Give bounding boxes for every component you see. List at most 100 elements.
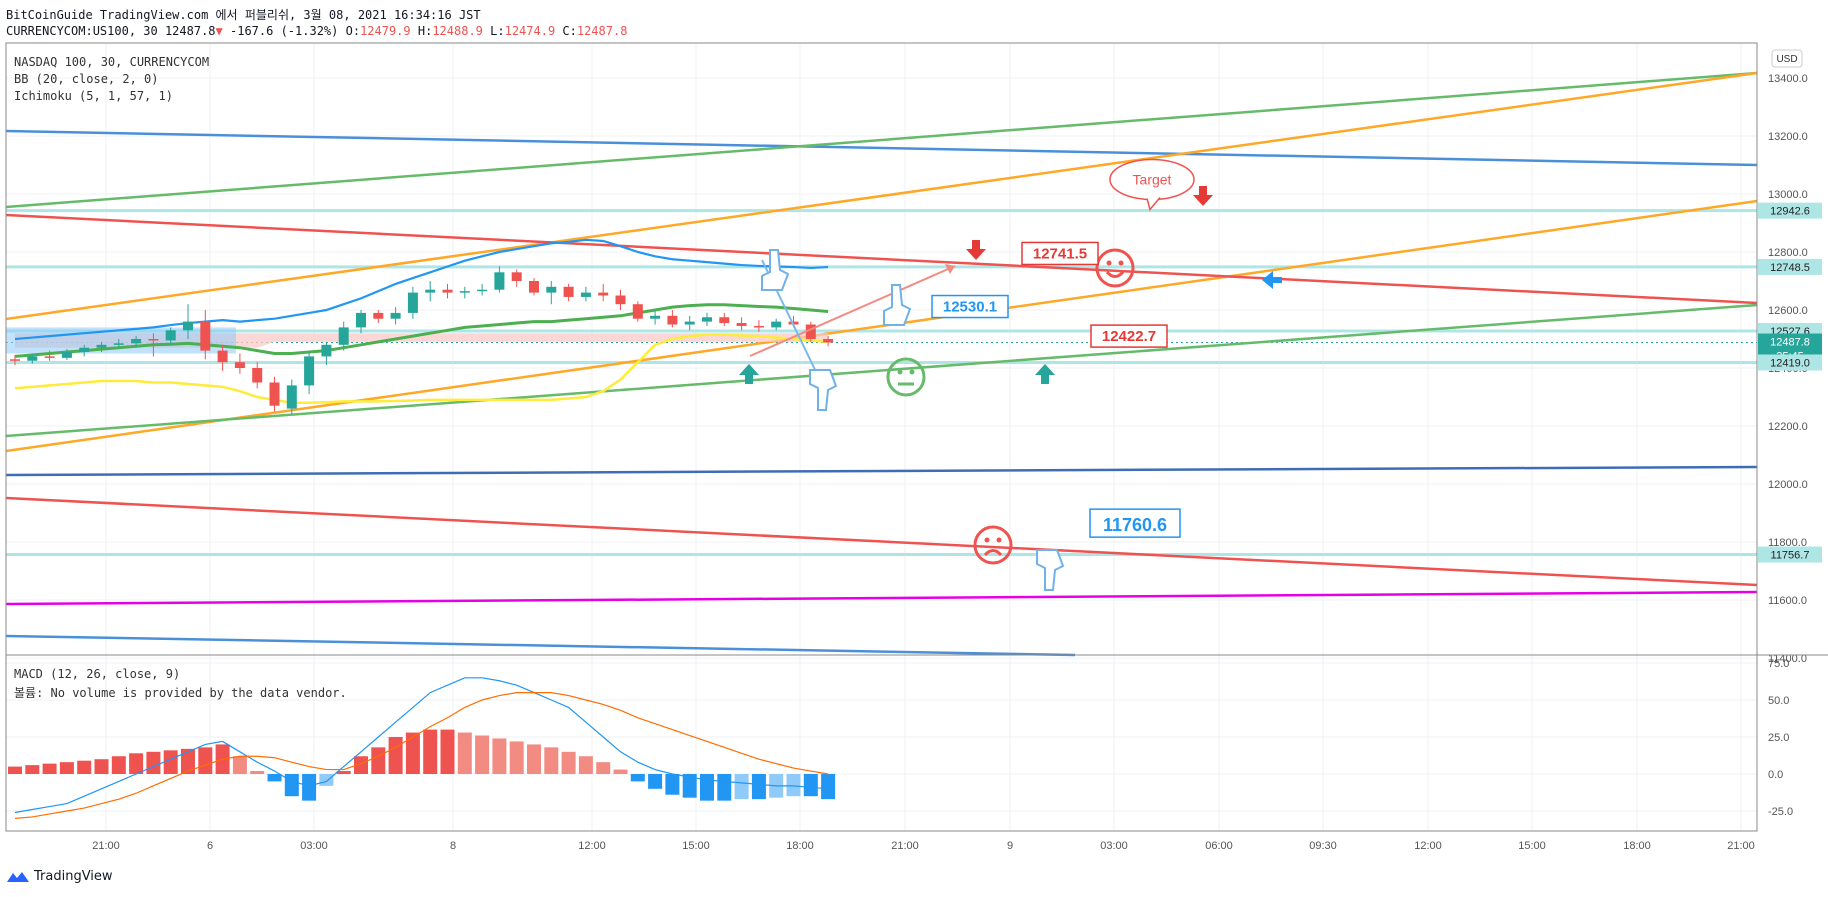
time-axis: 21:00 6 03:00 8 12:00 15:00 18:00 21:00 9 03:00 06…	[92, 840, 1755, 852]
arrow-up-icon	[739, 364, 759, 384]
pointing-hand-icon	[809, 369, 838, 411]
trend-line	[5, 634, 1076, 657]
candle-body	[252, 368, 263, 383]
price-tick-label: 13000.0	[1768, 189, 1808, 201]
time-tick-label: 21:00	[92, 840, 120, 852]
candle-body	[580, 292, 591, 297]
legend-ichimoku[interactable]: Ichimoku (5, 1, 57, 1)	[14, 89, 173, 103]
trend-line	[5, 199, 1758, 453]
macd-histogram-bar	[527, 744, 541, 774]
trend-lines	[5, 71, 1758, 657]
candle-body	[373, 312, 384, 319]
emoji-eye	[984, 537, 990, 543]
callout-box	[1090, 324, 1168, 348]
macd-histogram-bar	[475, 735, 490, 774]
signal-line	[14, 691, 829, 819]
macd-histogram-bar	[665, 774, 680, 795]
time-tick-label: 09:30	[1309, 840, 1337, 852]
macd-histogram-bar	[198, 747, 213, 774]
bb_upper-line	[14, 238, 829, 341]
macd-histogram-bar	[163, 750, 178, 774]
candle-body	[805, 324, 816, 339]
last-price: 12487.8	[164, 24, 216, 38]
time-tick-label: 8	[450, 840, 456, 852]
close-label: C:	[562, 24, 577, 38]
candle-body	[79, 347, 90, 353]
time-tick-label: 03:00	[1100, 840, 1128, 852]
price-tick-label: 11400.0	[1768, 653, 1807, 665]
price-label-tag	[1758, 202, 1822, 219]
macd-histogram-bar	[59, 762, 74, 774]
candle-body	[511, 272, 522, 281]
macd-histogram-bar	[613, 769, 628, 774]
price-label-tag	[1758, 258, 1822, 275]
time-tick-label: 21:00	[1727, 840, 1755, 852]
price-axis: 13400.013200.013000.012800.012600.012400…	[1757, 43, 1828, 831]
price-tick-label: 13400.0	[1768, 73, 1808, 85]
macd-histogram-bar	[821, 774, 836, 800]
macd-histogram-bar	[77, 760, 92, 774]
legend-volume-note: 볼륨: No volume is provided by the data ve…	[14, 686, 347, 700]
price-label-text: 12748.5	[1770, 262, 1810, 274]
arrow-down-icon	[966, 240, 986, 260]
arrow-up-icon	[1035, 364, 1055, 384]
conversion-line	[14, 333, 829, 405]
macd-histogram-bar	[181, 748, 195, 774]
candle-body	[217, 350, 228, 363]
emoji-face-icon	[973, 525, 1013, 565]
trend-line	[5, 465, 1758, 477]
pointing-hand-icon	[883, 284, 912, 326]
macd-histogram-bar	[354, 756, 368, 774]
time-tick-label: 21:00	[891, 840, 919, 852]
price-annotation[interactable]: 12530.1	[931, 294, 1009, 319]
emoji-eye	[1106, 260, 1112, 266]
time-tick-label: 12:00	[578, 840, 606, 852]
time-tick-label: 6	[207, 840, 213, 852]
low-value: 12474.9	[504, 24, 556, 38]
emoji-eye	[1118, 260, 1124, 266]
macd-tick-label: 25.0	[1768, 732, 1789, 744]
price-tick-label: 11800.0	[1768, 537, 1807, 549]
macd-histogram-bar	[786, 774, 801, 797]
macd-pane	[8, 677, 836, 819]
candle-body	[442, 289, 453, 293]
price-annotation[interactable]: 12422.7	[1090, 324, 1168, 348]
candle-body	[269, 382, 280, 406]
macd-tick-label: 50.0	[1768, 695, 1789, 707]
price-label-text: 11756.7	[1771, 550, 1810, 562]
low-label: L:	[490, 24, 505, 38]
macd-histogram-bar	[734, 774, 749, 800]
price-label-text: 12942.6	[1770, 206, 1810, 218]
candle-body	[563, 286, 574, 297]
legend-macd[interactable]: MACD (12, 26, close, 9)	[14, 667, 181, 681]
high-value: 12488.9	[432, 24, 483, 38]
price-annotation[interactable]: Target	[1109, 158, 1195, 212]
callout-box	[931, 294, 1009, 319]
macd-histogram-bar	[8, 766, 22, 774]
candle-body	[113, 343, 124, 345]
legend-bb[interactable]: BB (20, close, 2, 0)	[14, 72, 159, 86]
macd-histogram-bar	[751, 774, 766, 800]
time-tick-label: 06:00	[1205, 840, 1233, 852]
candle-body	[494, 272, 505, 290]
candle-body	[183, 321, 193, 331]
candle-body	[390, 312, 401, 319]
tradingview-logo-icon	[7, 871, 29, 882]
trend-line	[5, 303, 1758, 438]
candle-body	[632, 304, 643, 319]
macd-histogram-bar	[717, 774, 732, 801]
emoji-eye	[909, 369, 915, 375]
macd-histogram-bar	[648, 774, 663, 789]
macd-tick-label: 0.0	[1768, 769, 1783, 781]
price-annotation[interactable]: 12741.5	[1021, 241, 1099, 266]
price-annotation[interactable]: 11760.6	[1089, 508, 1181, 538]
macd-histogram-bar	[630, 774, 645, 782]
tradingview-logo[interactable]: TradingView	[6, 869, 113, 884]
trend-line	[5, 590, 1758, 606]
price-tick-label: 12200.0	[1768, 421, 1808, 433]
macd-histogram-bar	[561, 751, 576, 774]
trend-line	[5, 71, 1758, 321]
emoji-mouth	[1105, 270, 1125, 278]
candle-body	[650, 315, 661, 319]
